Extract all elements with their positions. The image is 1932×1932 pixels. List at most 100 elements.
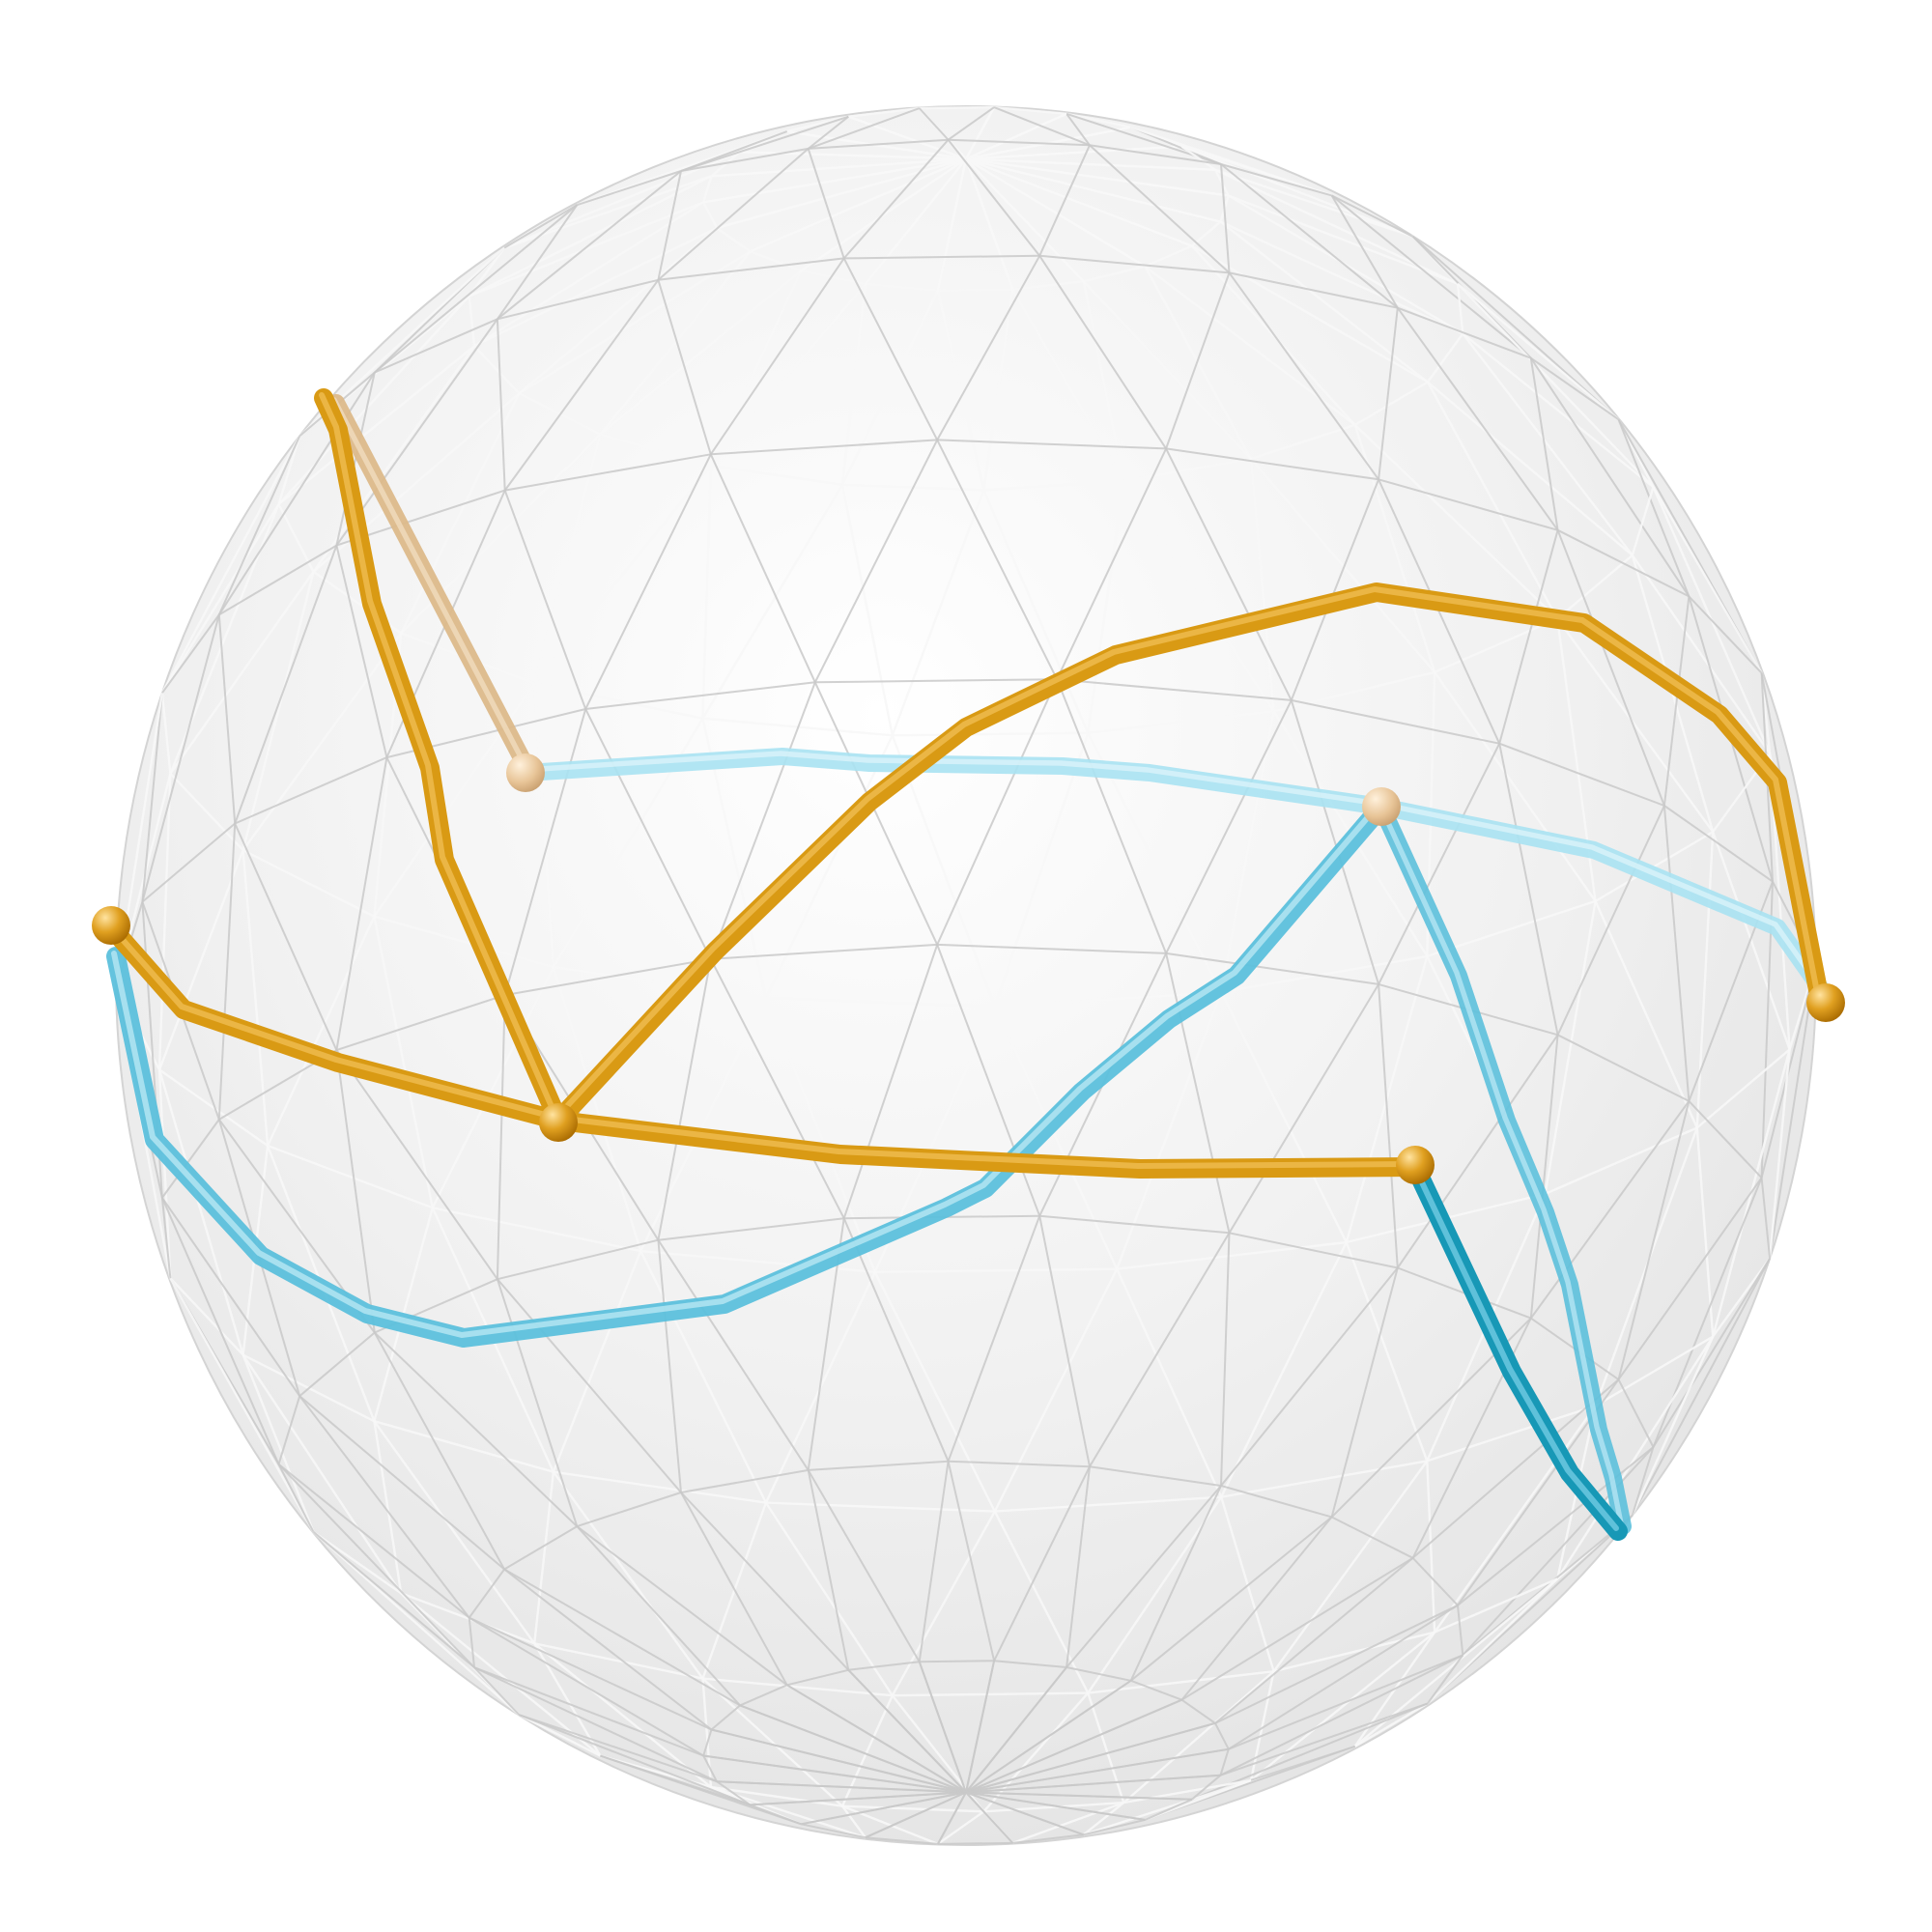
mesh-edge	[1087, 480, 1125, 733]
mesh-edge	[1065, 1466, 1091, 1668]
mesh-edge	[503, 279, 660, 492]
mesh-edge	[786, 1668, 849, 1687]
mesh-edge	[374, 204, 578, 374]
mesh-edge	[710, 943, 938, 960]
mesh-edge	[157, 849, 244, 1070]
mesh-edge	[157, 773, 172, 1070]
mesh-edge	[503, 708, 587, 996]
mesh-edge	[277, 295, 470, 505]
mesh-edge	[873, 1271, 996, 1513]
mesh-edge	[1116, 1268, 1223, 1498]
mesh-edge	[658, 257, 844, 281]
mesh-edge	[947, 1461, 996, 1662]
mesh-edge	[374, 318, 498, 374]
mesh-edge	[1330, 194, 1399, 309]
mesh-edge	[1038, 255, 1167, 449]
mesh-edge	[701, 465, 713, 719]
mesh-edge	[576, 170, 682, 207]
mesh-edge	[739, 1704, 967, 1794]
mesh-edge	[496, 319, 506, 491]
mesh-edge	[1165, 447, 1379, 481]
mesh-edge	[965, 157, 1085, 283]
mesh-edge	[277, 1395, 301, 1465]
mesh-edge	[716, 1780, 967, 1794]
mesh-edge	[814, 678, 1058, 684]
mesh-edge	[965, 1791, 1146, 1821]
mesh-edge	[918, 1461, 950, 1662]
mesh-edge	[1378, 307, 1399, 480]
mesh-edge	[1354, 1702, 1429, 1747]
mesh-edge	[1123, 457, 1252, 483]
mesh-edge	[710, 1785, 843, 1807]
mesh-edge	[965, 157, 1221, 223]
mesh-edge	[1556, 554, 1634, 620]
mesh-edge	[267, 916, 376, 1147]
mesh-edge	[1427, 1654, 1464, 1704]
mesh-edge	[1220, 163, 1399, 309]
mesh-edge	[1529, 1100, 1690, 1320]
mesh-edge	[1220, 1496, 1275, 1672]
mesh-edge	[680, 115, 849, 172]
mesh-edge	[937, 288, 1013, 292]
mesh-edge	[965, 157, 1229, 197]
mesh-edge	[1498, 742, 1665, 807]
mesh-edge	[680, 1492, 788, 1686]
mesh-edge	[1214, 1722, 1230, 1750]
mesh-edge	[161, 1197, 301, 1397]
mesh-edge	[936, 290, 985, 491]
mesh-edge	[965, 1774, 1221, 1794]
mesh-edge	[750, 1804, 802, 1826]
mesh-edge	[1556, 1335, 1715, 1580]
mesh-edge	[373, 916, 434, 1208]
mesh-edge	[552, 1250, 642, 1473]
mesh-edge	[158, 1068, 269, 1147]
mesh-edge	[800, 157, 967, 272]
mesh-edge	[576, 1525, 788, 1687]
mesh-edge	[948, 1460, 1091, 1468]
mesh-edge	[807, 1469, 850, 1670]
mesh-edge	[518, 1714, 601, 1757]
mesh-edge	[1220, 991, 1348, 1243]
mesh-edge	[1760, 1178, 1772, 1259]
mesh-edge	[750, 250, 802, 272]
mesh-edge	[1083, 1818, 1146, 1836]
mesh-edge	[1434, 1405, 1597, 1634]
mesh-edge	[657, 148, 810, 281]
mesh-edge	[841, 1804, 984, 1813]
mesh-edge	[335, 318, 498, 547]
mesh-edge	[1180, 145, 1414, 238]
mesh-edge	[842, 139, 950, 260]
mesh-edge	[1219, 1748, 1230, 1776]
mesh-edge	[1089, 144, 1231, 274]
mesh-edge	[503, 1525, 578, 1571]
mesh-edge	[1330, 1267, 1399, 1518]
mesh-edge	[169, 772, 244, 851]
mesh-edge	[533, 1642, 703, 1680]
mesh-edge	[497, 204, 579, 320]
mesh-edge	[400, 1592, 602, 1757]
mesh-edge	[1229, 271, 1399, 309]
mesh-edge	[1273, 1631, 1435, 1673]
mesh-edge	[1556, 617, 1715, 833]
mesh-edge	[1663, 805, 1774, 883]
mesh-edge	[937, 1841, 1013, 1845]
mesh-edge	[336, 994, 506, 1052]
mesh-edge	[533, 682, 703, 720]
mesh-edge	[847, 1669, 967, 1794]
mesh-edge	[1130, 1679, 1182, 1701]
mesh-edge	[716, 157, 967, 230]
mesh-edge	[994, 991, 1222, 1009]
mesh-edge	[937, 943, 1167, 954]
mesh-edge	[553, 1470, 767, 1504]
mesh-edge	[993, 732, 1090, 1008]
blue-path-right-front-highlight	[1410, 1161, 1619, 1531]
mesh-edge	[1191, 244, 1429, 384]
mesh-edge	[312, 345, 475, 573]
mesh-edge	[468, 1568, 505, 1619]
mesh-edge	[936, 255, 1041, 440]
mesh-edge	[965, 1679, 1132, 1794]
mesh-edge	[982, 289, 1014, 491]
mesh-edge	[1039, 1214, 1230, 1235]
mesh-edge	[1529, 357, 1559, 530]
